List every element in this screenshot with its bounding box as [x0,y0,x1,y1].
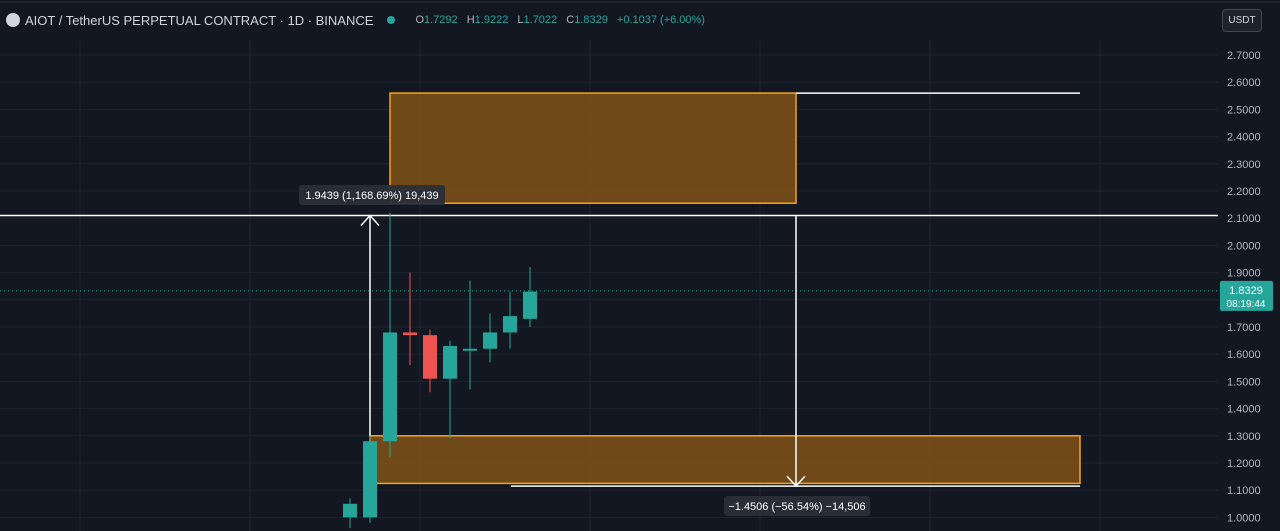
high-value: 1.9222 [474,14,509,26]
candle-body[interactable] [383,332,397,442]
y-tick-label: 2.5000 [1227,104,1261,116]
low-value: 1.7022 [523,14,558,26]
candle-body[interactable] [523,291,537,319]
market-status-icon [387,16,396,24]
y-tick-label: 1.3000 [1227,431,1261,443]
measure-label-down-bg [724,496,870,516]
target-zone[interactable] [369,435,1081,485]
y-tick-label: 1.2000 [1227,458,1261,470]
y-tick-label: 2.4000 [1227,132,1261,144]
exchange-logo-icon [6,13,20,27]
open-value: 1.7292 [424,14,458,26]
y-tick-label: 2.0000 [1227,240,1261,252]
low-key: L [517,14,524,26]
countdown-label: 08:19:44 [1227,299,1266,310]
arrow-head-up-icon [360,214,380,226]
arrow-head-down-icon [786,475,806,488]
y-tick-label: 2.7000 [1227,50,1261,62]
candle-body[interactable] [343,503,357,518]
symbol-title[interactable]: AIOT / TetherUS PERPETUAL CONTRACT · 1D … [25,12,374,28]
current-price-label: 1.8329 [1229,285,1263,297]
candle-body[interactable] [443,346,457,379]
chart-header: AIOT / TetherUS PERPETUAL CONTRACT · 1D … [0,0,1220,40]
candle-body[interactable] [403,332,417,336]
close-key: C [566,14,575,26]
y-tick-label: 1.5000 [1227,376,1261,388]
y-tick-label: 1.1000 [1227,485,1261,497]
candle-body[interactable] [503,316,517,333]
open-key: O [415,14,424,26]
close-value: 1.8329 [574,14,608,26]
current-price-tag [1220,280,1273,311]
candle-body[interactable] [363,441,377,518]
y-tick-label: 1.4000 [1227,404,1261,416]
change-value: +0.1037 (+6.00%) [616,14,705,26]
y-tick-label: 1.0000 [1227,512,1261,524]
y-tick-label: 2.6000 [1227,77,1261,89]
candle-body[interactable] [463,348,477,351]
candle-body[interactable] [483,332,497,349]
y-tick-label: 2.3000 [1227,159,1261,171]
y-tick-label: 2.2000 [1227,186,1261,198]
y-tick-label: 2.1000 [1227,213,1261,225]
high-key: H [466,14,475,26]
measure-label-down: −1.4506 (−56.54%) −14,506 [728,501,865,513]
measure-label-up-bg [299,185,445,205]
y-tick-label: 1.7000 [1227,322,1261,334]
ohlc-readout: O1.7292 H1.9222 L1.7022 C1.8329 +0.1037 … [409,14,705,26]
currency-button[interactable]: USDT [1222,9,1262,32]
measure-label-up: 1.9439 (1,168.69%) 19,439 [305,190,438,202]
candle-body[interactable] [423,335,437,379]
target-zone[interactable] [389,92,797,204]
y-tick-label: 1.9000 [1227,268,1261,280]
y-tick-label: 1.6000 [1227,349,1261,361]
